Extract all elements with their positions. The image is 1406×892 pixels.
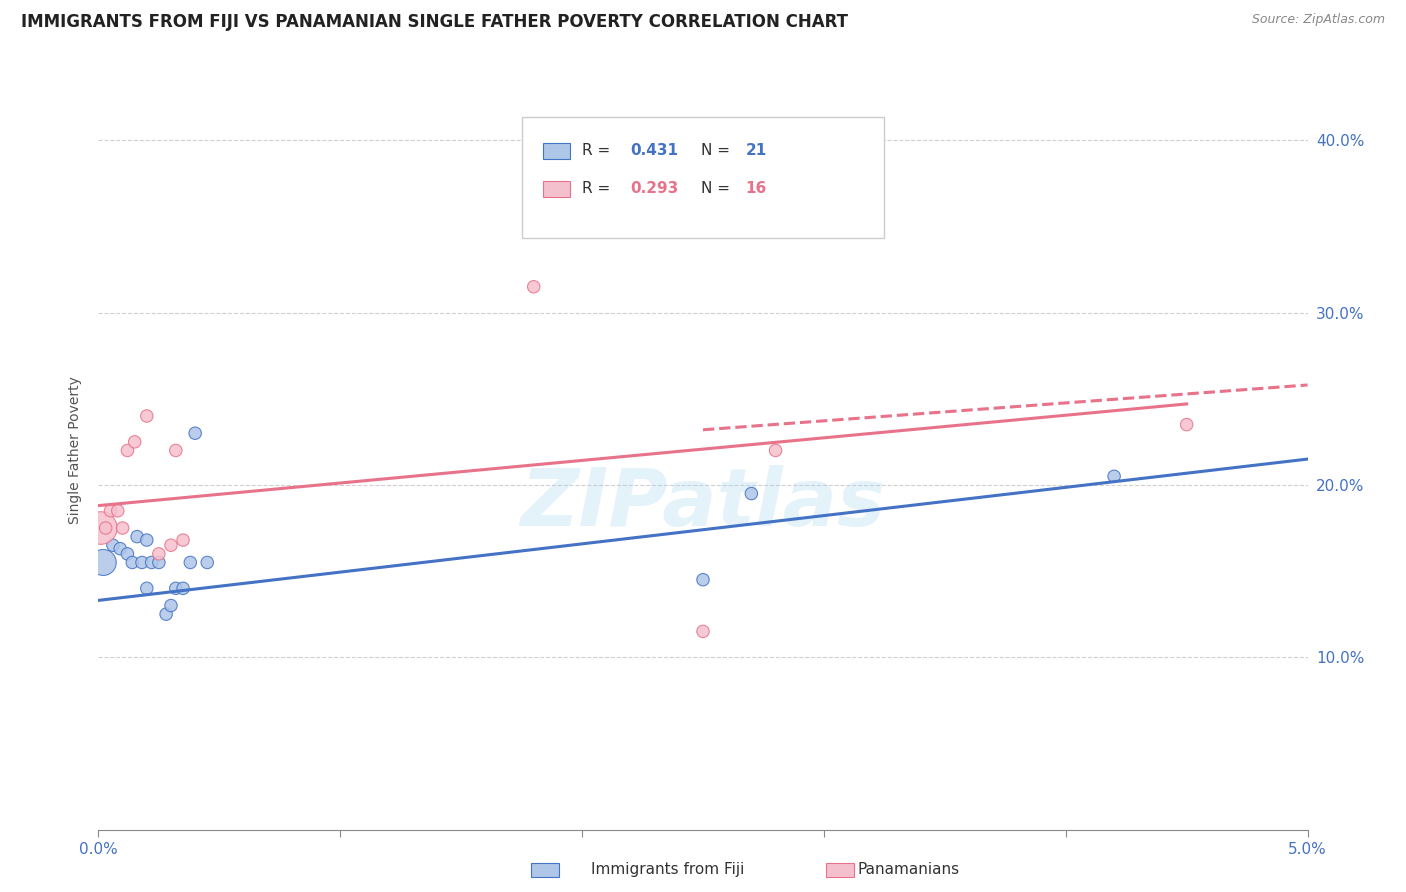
Point <box>100 504 122 518</box>
FancyBboxPatch shape <box>543 180 569 197</box>
Point <box>160 599 183 613</box>
Text: R =: R = <box>582 181 616 196</box>
Bar <box>827 863 855 877</box>
Text: Panamanians: Panamanians <box>858 863 960 877</box>
Point <box>117 547 139 561</box>
Text: 0.293: 0.293 <box>630 181 679 196</box>
Point <box>165 582 187 596</box>
Text: Source: ZipAtlas.com: Source: ZipAtlas.com <box>1251 13 1385 27</box>
Text: Immigrants from Fiji: Immigrants from Fiji <box>591 863 744 877</box>
Point <box>124 434 146 449</box>
Text: R =: R = <box>582 144 616 159</box>
Point <box>131 556 153 570</box>
Point <box>107 504 129 518</box>
Point <box>135 582 157 596</box>
Bar <box>531 863 560 877</box>
FancyBboxPatch shape <box>543 143 569 160</box>
Point <box>127 530 149 544</box>
Point <box>155 607 177 622</box>
Point <box>160 538 183 552</box>
Point <box>94 521 117 535</box>
Point <box>1175 417 1198 432</box>
Point <box>141 556 163 570</box>
Point <box>172 533 194 547</box>
Point <box>523 279 546 293</box>
Point <box>195 556 218 570</box>
Text: N =: N = <box>700 181 734 196</box>
Point <box>135 409 157 423</box>
Text: 16: 16 <box>745 181 766 196</box>
Point <box>148 556 170 570</box>
Text: IMMIGRANTS FROM FIJI VS PANAMANIAN SINGLE FATHER POVERTY CORRELATION CHART: IMMIGRANTS FROM FIJI VS PANAMANIAN SINGL… <box>21 13 848 31</box>
Text: ZIPatlas: ZIPatlas <box>520 465 886 542</box>
Point <box>111 521 134 535</box>
Point <box>148 547 170 561</box>
Point <box>165 443 187 458</box>
Point <box>692 624 714 639</box>
Point <box>1102 469 1125 483</box>
Y-axis label: Single Father Poverty: Single Father Poverty <box>69 376 83 524</box>
Point <box>91 556 114 570</box>
Text: 0.431: 0.431 <box>630 144 679 159</box>
Point <box>135 533 157 547</box>
Point <box>90 521 112 535</box>
Point <box>184 426 207 441</box>
Text: N =: N = <box>700 144 734 159</box>
Point <box>101 538 124 552</box>
Point <box>179 556 201 570</box>
Point <box>117 443 139 458</box>
Point <box>740 486 762 500</box>
Point <box>172 582 194 596</box>
Point <box>121 556 143 570</box>
Point <box>108 541 131 556</box>
Point <box>692 573 714 587</box>
Text: 21: 21 <box>745 144 766 159</box>
Point <box>765 443 787 458</box>
FancyBboxPatch shape <box>522 117 884 238</box>
